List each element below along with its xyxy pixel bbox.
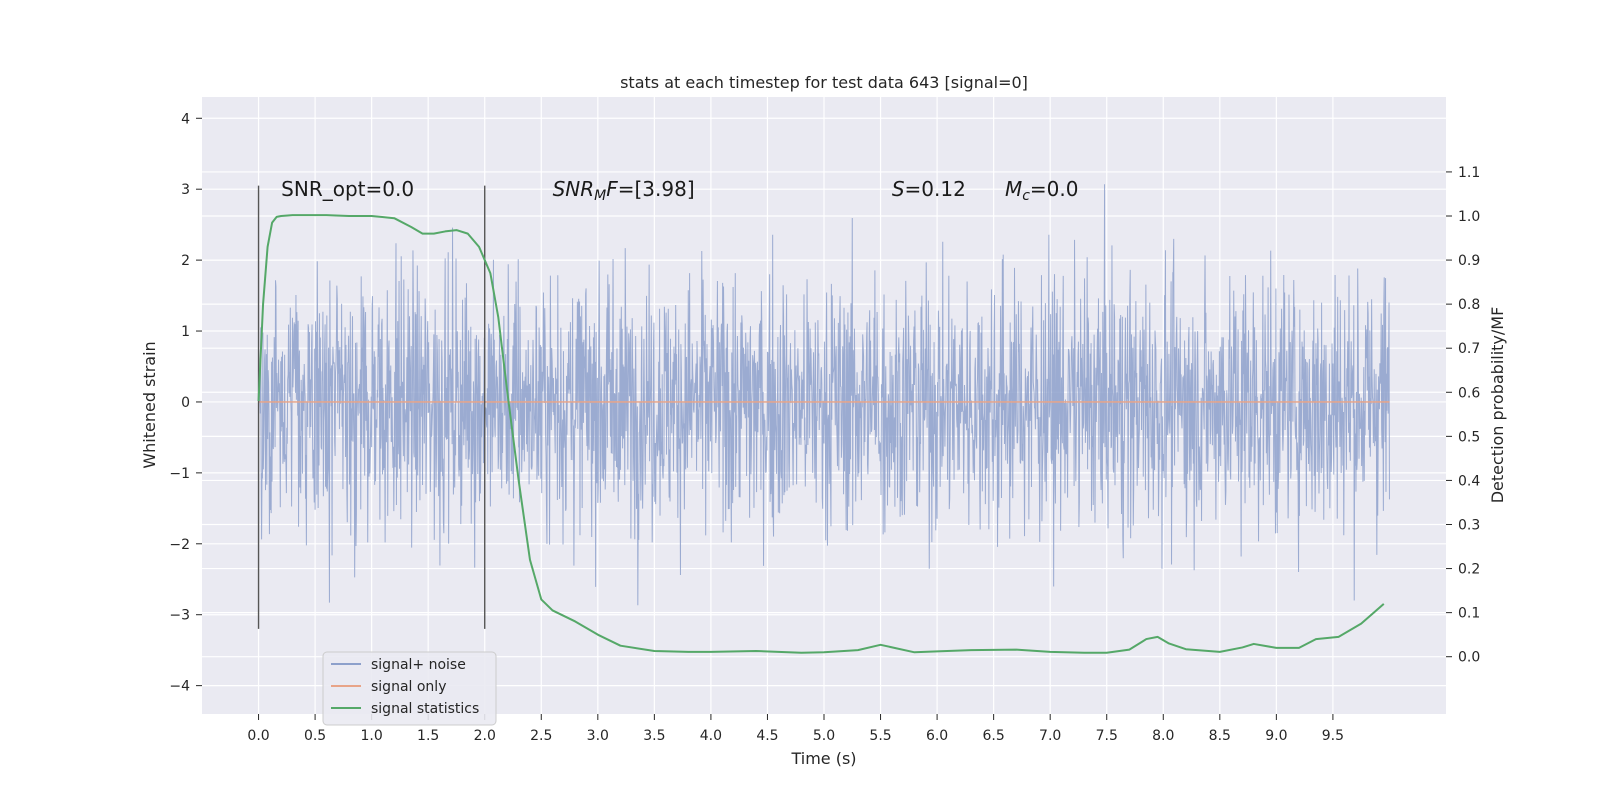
y-tick-label: 1 <box>181 324 190 340</box>
annotations: SNR_opt=0.0 SNRMF=[3.98] S=0.12 Mc=0.0 <box>281 177 1078 204</box>
annotation-part: =[3.98] <box>618 177 695 201</box>
x-tick-label: 7.5 <box>1096 728 1118 744</box>
x-tick-label: 5.0 <box>813 728 835 744</box>
y2-tick-label: 0.7 <box>1458 341 1480 357</box>
legend-entry: signal only <box>371 679 446 695</box>
y-tick-label: −4 <box>169 679 190 695</box>
y-tick-label: 4 <box>181 111 190 127</box>
annotation: S=0.12 <box>892 177 966 201</box>
chart-title: stats at each timestep for test data 643… <box>620 73 1028 92</box>
x-tick-label: 2.5 <box>530 728 552 744</box>
x-tick-label: 1.5 <box>417 728 439 744</box>
x-tick-label: 6.5 <box>983 728 1005 744</box>
y2-tick-label: 1.1 <box>1458 165 1480 181</box>
x-tick-label: 0.0 <box>247 728 269 744</box>
x-tick-label: 3.5 <box>643 728 665 744</box>
x-axis-label: Time (s) <box>790 749 856 768</box>
y2-tick-label: 0.9 <box>1458 253 1480 269</box>
x-tick-label: 3.0 <box>587 728 609 744</box>
annotation-part: =0.0 <box>1030 177 1079 201</box>
x-tick-label: 0.5 <box>304 728 326 744</box>
x-tick-label: 8.0 <box>1152 728 1174 744</box>
y-axis-label: Whitened strain <box>140 341 159 468</box>
y2-tick-label: 0.0 <box>1458 650 1480 666</box>
y2-tick-label: 0.5 <box>1458 429 1480 445</box>
x-tick-label: 8.5 <box>1209 728 1231 744</box>
legend-box <box>322 651 497 726</box>
y-tick-label: −3 <box>169 608 190 624</box>
x-tick-label: 5.5 <box>869 728 891 744</box>
y2-tick-label: 0.3 <box>1458 517 1480 533</box>
x-tick-label: 7.0 <box>1039 728 1061 744</box>
y2-tick-label: 0.1 <box>1458 606 1480 622</box>
annotation-part: SNR <box>553 177 595 201</box>
annotation: SNRMF=[3.98] <box>553 177 695 204</box>
annotation: Mc=0.0 <box>1005 177 1079 204</box>
legend-entry: signal statistics <box>371 701 479 717</box>
legend-entry: signal+ noise <box>371 657 466 673</box>
y-tick-label: 0 <box>181 395 190 411</box>
plot-area <box>257 184 1390 654</box>
x-tick-label: 9.0 <box>1265 728 1287 744</box>
y-tick-label: −2 <box>169 537 190 553</box>
x-tick-label: 1.0 <box>361 728 383 744</box>
y2-axis-label: Detection probability/MF <box>1488 307 1507 504</box>
y-tick-label: 2 <box>181 253 190 269</box>
annotation-part: c <box>1022 188 1030 204</box>
series-signal-plus-noise <box>258 184 1390 606</box>
legend: signal+ noise signal only signal statistic… <box>322 651 497 726</box>
x-tick-label: 6.0 <box>926 728 948 744</box>
y2-tick-label: 0.4 <box>1458 473 1480 489</box>
y2-tick-label: 0.6 <box>1458 385 1480 401</box>
x-tick-label: 9.5 <box>1322 728 1344 744</box>
y2-tick-label: 0.8 <box>1458 297 1480 313</box>
annotation-part: =0.12 <box>905 177 966 201</box>
axes: 0.0 0.5 1.0 1.5 2.0 2.5 3.0 3.5 4.0 4.5 5.0 5.5 6.0 6… <box>169 111 1480 744</box>
y2-tick-label: 0.2 <box>1458 562 1480 578</box>
x-tick-label: 4.5 <box>756 728 778 744</box>
y2-tick-label: 1.0 <box>1458 209 1480 225</box>
annotation-part: F <box>606 177 618 201</box>
x-tick-label: 2.0 <box>474 728 496 744</box>
y-tick-label: −1 <box>169 466 190 482</box>
annotation-part: M <box>1005 177 1022 201</box>
x-tick-label: 4.0 <box>700 728 722 744</box>
annotation-part: M <box>594 188 606 204</box>
annotation-part: SNR_opt=0.0 <box>281 177 414 201</box>
y-tick-label: 3 <box>181 182 190 198</box>
series-signal-statistics <box>257 214 1385 654</box>
annotation: SNR_opt=0.0 <box>281 177 414 201</box>
annotation-part: S <box>892 177 905 201</box>
